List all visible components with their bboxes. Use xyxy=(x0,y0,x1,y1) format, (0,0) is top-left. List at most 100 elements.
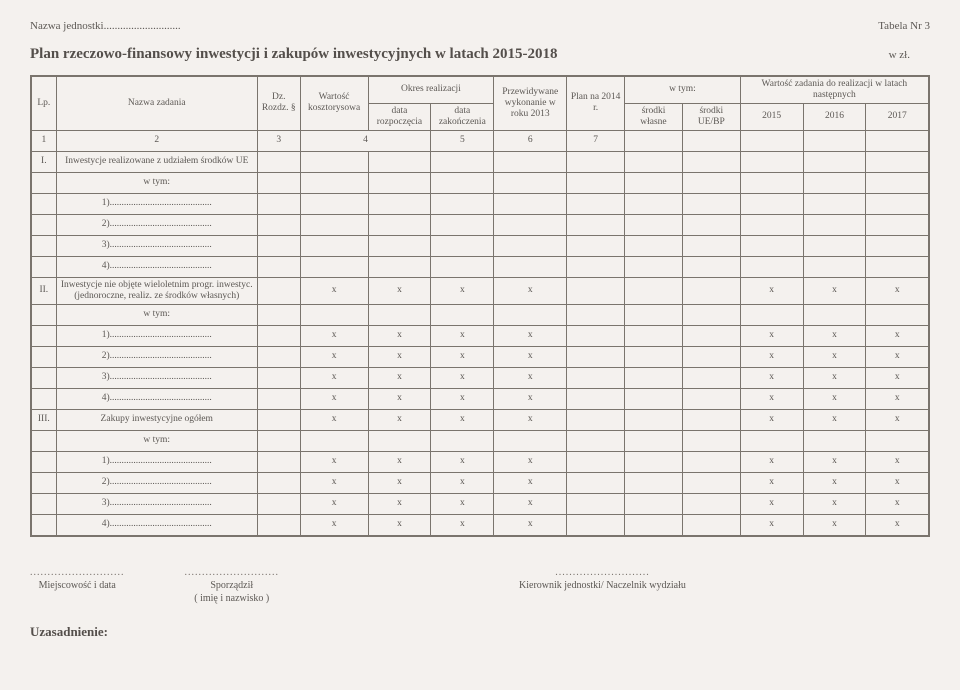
col-lp: Lp. xyxy=(31,76,56,130)
cell-x: x xyxy=(803,388,866,409)
cell-x: x xyxy=(803,451,866,472)
cell-x: x xyxy=(300,493,368,514)
cell-x: x xyxy=(740,514,803,536)
num-row: 1 2 3 4 5 6 7 xyxy=(31,130,929,151)
col-2016: 2016 xyxy=(803,103,866,130)
row-2: 2)......................................… xyxy=(56,214,257,235)
cell-x: x xyxy=(740,325,803,346)
cell-x: x xyxy=(866,409,929,430)
cell-x: x xyxy=(431,388,494,409)
section-I-title: Inwestycje realizowane z udziałem środkó… xyxy=(56,151,257,172)
cell-x: x xyxy=(866,367,929,388)
cell-x: x xyxy=(300,346,368,367)
cell-x: x xyxy=(866,514,929,536)
num-4: 4 xyxy=(300,130,431,151)
table-row: 1)......................................… xyxy=(31,325,929,346)
cell-x: x xyxy=(368,472,431,493)
miejscowosc-label: Miejscowość i data xyxy=(30,580,125,591)
num-3: 3 xyxy=(257,130,300,151)
col-wtym: w tym: xyxy=(625,76,741,103)
section-I-num: I. xyxy=(31,151,56,172)
cell-x: x xyxy=(431,472,494,493)
num-6: 6 xyxy=(494,130,567,151)
table-row: 4)......................................… xyxy=(31,256,929,277)
cell-x: x xyxy=(431,346,494,367)
section-II-row: II. Inwestycje nie objęte wieloletnim pr… xyxy=(31,277,929,304)
col-nazwa: Nazwa zadania xyxy=(56,76,257,130)
table-row: 4)......................................… xyxy=(31,388,929,409)
cell-x: x xyxy=(494,367,567,388)
table-row: w tym: xyxy=(31,430,929,451)
table-row: 2)......................................… xyxy=(31,214,929,235)
cell-x: x xyxy=(368,277,431,304)
cell-x: x xyxy=(803,472,866,493)
cell-x: x xyxy=(494,325,567,346)
imie-label: ( imię i nazwisko ) xyxy=(185,593,280,604)
footer-sporzadzil: ........................... Sporządził (… xyxy=(185,567,280,604)
cell-x: x xyxy=(300,514,368,536)
sporzadzil-label: Sporządził xyxy=(185,580,280,591)
cell-x: x xyxy=(866,388,929,409)
dot-line: ........................... xyxy=(30,567,125,578)
cell-x: x xyxy=(866,472,929,493)
cell-x: x xyxy=(494,514,567,536)
row-4: 4)......................................… xyxy=(56,388,257,409)
row-3: 3)......................................… xyxy=(56,493,257,514)
table-row: 3)......................................… xyxy=(31,493,929,514)
cell-x: x xyxy=(494,346,567,367)
main-table: Lp. Nazwa zadania Dz. Rozdz. § Wartość k… xyxy=(30,75,930,537)
num-5: 5 xyxy=(431,130,494,151)
num-1: 1 xyxy=(31,130,56,151)
cell-x: x xyxy=(866,346,929,367)
row-3: 3)......................................… xyxy=(56,367,257,388)
cell-x: x xyxy=(300,388,368,409)
col-plan: Plan na 2014 r. xyxy=(567,76,625,130)
cell-x: x xyxy=(866,277,929,304)
num-blank-1 xyxy=(625,130,683,151)
top-row: Nazwa jednostki.........................… xyxy=(30,20,930,32)
footer: ........................... Miejscowość … xyxy=(30,567,930,604)
footer-kierownik: ........................... Kierownik je… xyxy=(519,567,686,604)
cell-x: x xyxy=(431,325,494,346)
wtym-label: w tym: xyxy=(56,304,257,325)
row-1: 1)......................................… xyxy=(56,451,257,472)
cell-x: x xyxy=(866,493,929,514)
row-1: 1)......................................… xyxy=(56,193,257,214)
col-srodki-uebp: środki UE/BP xyxy=(682,103,740,130)
cell-x: x xyxy=(740,409,803,430)
cell-x: x xyxy=(866,325,929,346)
cell-x: x xyxy=(494,472,567,493)
row-2: 2)......................................… xyxy=(56,346,257,367)
table-row: 1)......................................… xyxy=(31,451,929,472)
table-number: Tabela Nr 3 xyxy=(878,20,930,32)
cell-x: x xyxy=(368,409,431,430)
cell-x: x xyxy=(368,514,431,536)
table-row: 2)......................................… xyxy=(31,346,929,367)
cell-x: x xyxy=(740,346,803,367)
table-row: 4)......................................… xyxy=(31,514,929,536)
title-row: Plan rzeczowo-finansowy inwestycji i zak… xyxy=(30,46,930,63)
cell-x: x xyxy=(803,277,866,304)
num-blank-5 xyxy=(866,130,929,151)
table-row: 1)......................................… xyxy=(31,193,929,214)
col-wartosc-nast: Wartość zadania do realizacji w latach n… xyxy=(740,76,929,103)
cell-x: x xyxy=(740,277,803,304)
col-data-rozp: data rozpoczęcia xyxy=(368,103,431,130)
cell-x: x xyxy=(431,493,494,514)
cell-x: x xyxy=(368,325,431,346)
cell-x: x xyxy=(431,514,494,536)
num-2: 2 xyxy=(56,130,257,151)
col-2017: 2017 xyxy=(866,103,929,130)
wtym-label: w tym: xyxy=(56,172,257,193)
table-body: I. Inwestycje realizowane z udziałem śro… xyxy=(31,151,929,535)
col-2015: 2015 xyxy=(740,103,803,130)
section-II-title: Inwestycje nie objęte wieloletnim progr.… xyxy=(56,277,257,304)
cell-x: x xyxy=(494,388,567,409)
cell-x: x xyxy=(740,472,803,493)
table-row: w tym: xyxy=(31,172,929,193)
dot-line: ........................... xyxy=(519,567,686,578)
cell-x: x xyxy=(300,367,368,388)
cell-x: x xyxy=(866,451,929,472)
table-head: Lp. Nazwa zadania Dz. Rozdz. § Wartość k… xyxy=(31,76,929,151)
col-srodki-wlasne: środki własne xyxy=(625,103,683,130)
